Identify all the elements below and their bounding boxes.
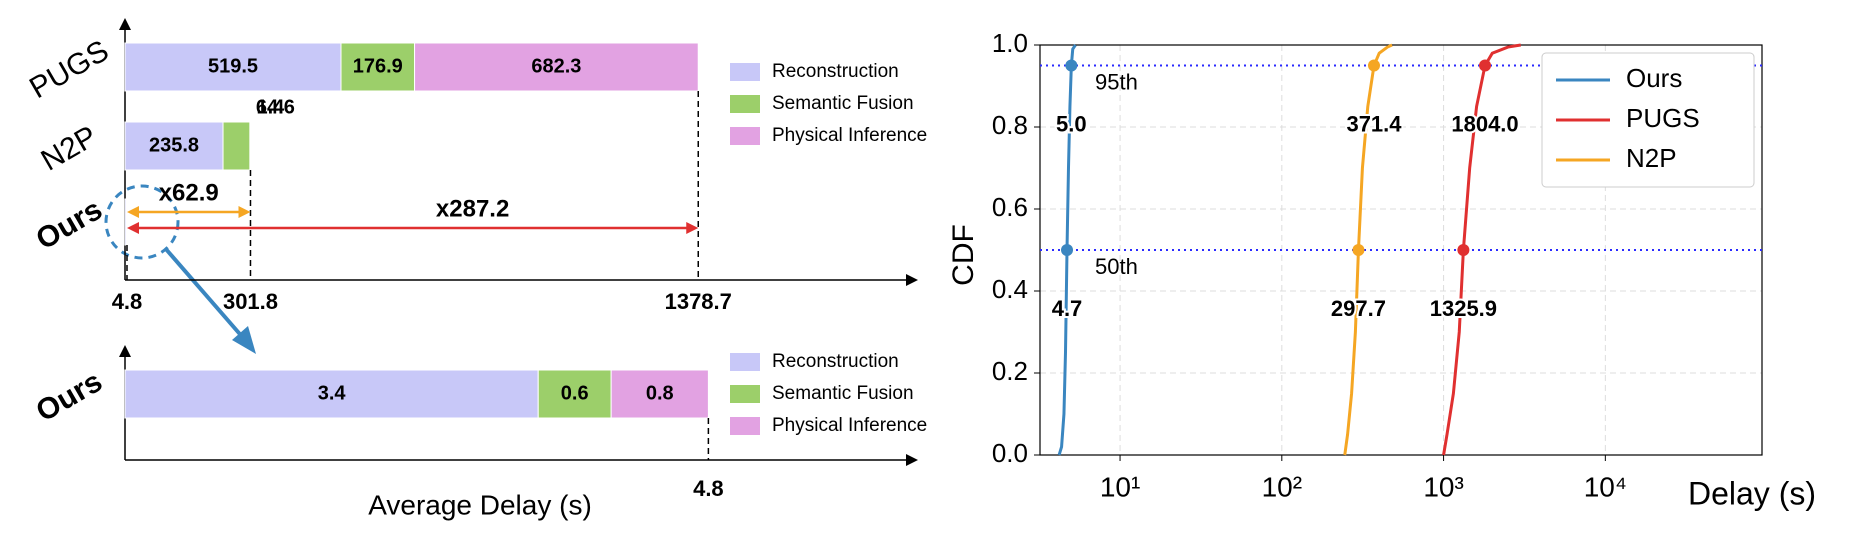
y-axis-label: CDF	[947, 224, 980, 286]
legend-box	[1541, 52, 1755, 188]
bar-segment	[249, 121, 251, 171]
percentile-label: 95th	[1095, 69, 1138, 94]
total-label: 4.8	[112, 289, 143, 314]
percentile-value-label: 297.7	[1331, 296, 1386, 321]
percentile-value-label: 371.4	[1346, 111, 1402, 136]
legend-label: Semantic Fusion	[772, 383, 914, 404]
legend-swatch	[730, 95, 760, 113]
arrow-head	[119, 18, 131, 30]
bar-label: 3.4	[318, 382, 347, 404]
cdf-line	[1442, 43, 1521, 456]
legend-swatch	[730, 63, 760, 81]
bar-label: 235.8	[149, 134, 199, 156]
bar-segment	[124, 121, 224, 171]
percentile-marker	[1457, 244, 1470, 256]
legend-swatch	[730, 353, 760, 371]
bar-segment	[610, 369, 709, 419]
arrow-head	[126, 206, 139, 218]
bar-label: 0.8	[646, 382, 674, 404]
bar-segment	[124, 369, 539, 419]
cdf-line	[1057, 44, 1077, 456]
category-label: PUGS	[24, 34, 114, 105]
y-tick-label: 0.0	[992, 438, 1028, 468]
percentile-marker	[1065, 59, 1078, 72]
bar-segment	[537, 369, 612, 419]
legend-swatch	[730, 127, 760, 145]
zoom-arrow-head	[232, 326, 256, 354]
arrow-head	[238, 206, 251, 218]
category-label: N2P	[36, 120, 103, 178]
bar-label: 0.6	[561, 382, 589, 404]
legend-label: Semantic Fusion	[772, 93, 914, 114]
percentile-value-label: 4.7	[1052, 296, 1083, 321]
arrow-head	[906, 274, 918, 286]
x-axis-label: Average Delay (s)	[368, 489, 592, 520]
legend-label: Ours	[1626, 63, 1682, 93]
category-label: Ours	[31, 193, 108, 257]
y-tick-label: 0.4	[992, 274, 1028, 304]
bar-segment	[340, 42, 416, 92]
arrow-head	[906, 454, 918, 466]
total-label: 4.8	[693, 476, 724, 501]
x-tick-label: 10²	[1262, 471, 1302, 502]
percentile-label: 50th	[1095, 254, 1138, 279]
legend-swatch	[730, 385, 760, 403]
percentile-value-label: 1804.0	[1451, 111, 1518, 136]
legend-label: Physical Inference	[772, 125, 927, 146]
speedup-label: x287.2	[436, 195, 509, 222]
bar-segment	[414, 42, 699, 92]
bar-segment	[222, 121, 251, 171]
bar-label: 519.5	[208, 55, 258, 77]
percentile-marker	[1479, 59, 1492, 72]
y-tick-label: 0.8	[992, 110, 1028, 140]
arrow-head	[686, 222, 699, 234]
percentile-marker	[1352, 244, 1365, 256]
percentile-marker	[1367, 59, 1380, 72]
x-tick-label: 10⁴	[1584, 471, 1627, 502]
zoom-arrow	[163, 246, 247, 342]
speedup-label: x62.9	[159, 179, 219, 206]
cdf-line	[1343, 43, 1393, 456]
total-label: 1378.7	[665, 289, 732, 314]
arrow-head	[119, 345, 131, 357]
x-tick-label: 10³	[1423, 471, 1463, 502]
x-axis-label: Delay (s)	[1688, 475, 1816, 511]
bar-label: 64.6	[256, 96, 295, 118]
percentile-value-label: 1325.9	[1430, 296, 1497, 321]
legend-swatch	[730, 417, 760, 435]
x-tick-label: 10¹	[1100, 471, 1140, 502]
zoom-circle	[104, 184, 180, 260]
legend-label: N2P	[1626, 143, 1677, 173]
bar-label: 682.3	[531, 55, 581, 77]
y-tick-label: 0.6	[992, 192, 1028, 222]
y-tick-label: 0.2	[992, 356, 1028, 386]
legend-label: Physical Inference	[772, 415, 927, 436]
legend-label: PUGS	[1626, 103, 1700, 133]
legend-label: Reconstruction	[772, 61, 899, 82]
percentile-value-label: 5.0	[1056, 111, 1087, 136]
category-label: Ours	[31, 365, 108, 429]
bar-label: 176.9	[353, 55, 403, 77]
y-tick-label: 1.0	[992, 28, 1028, 58]
bar-segment	[124, 42, 342, 92]
arrow-head	[126, 222, 139, 234]
legend-label: Reconstruction	[772, 351, 899, 372]
bar-label: 1.4	[256, 96, 285, 118]
percentile-marker	[1061, 244, 1074, 256]
total-label: 301.8	[223, 289, 278, 314]
